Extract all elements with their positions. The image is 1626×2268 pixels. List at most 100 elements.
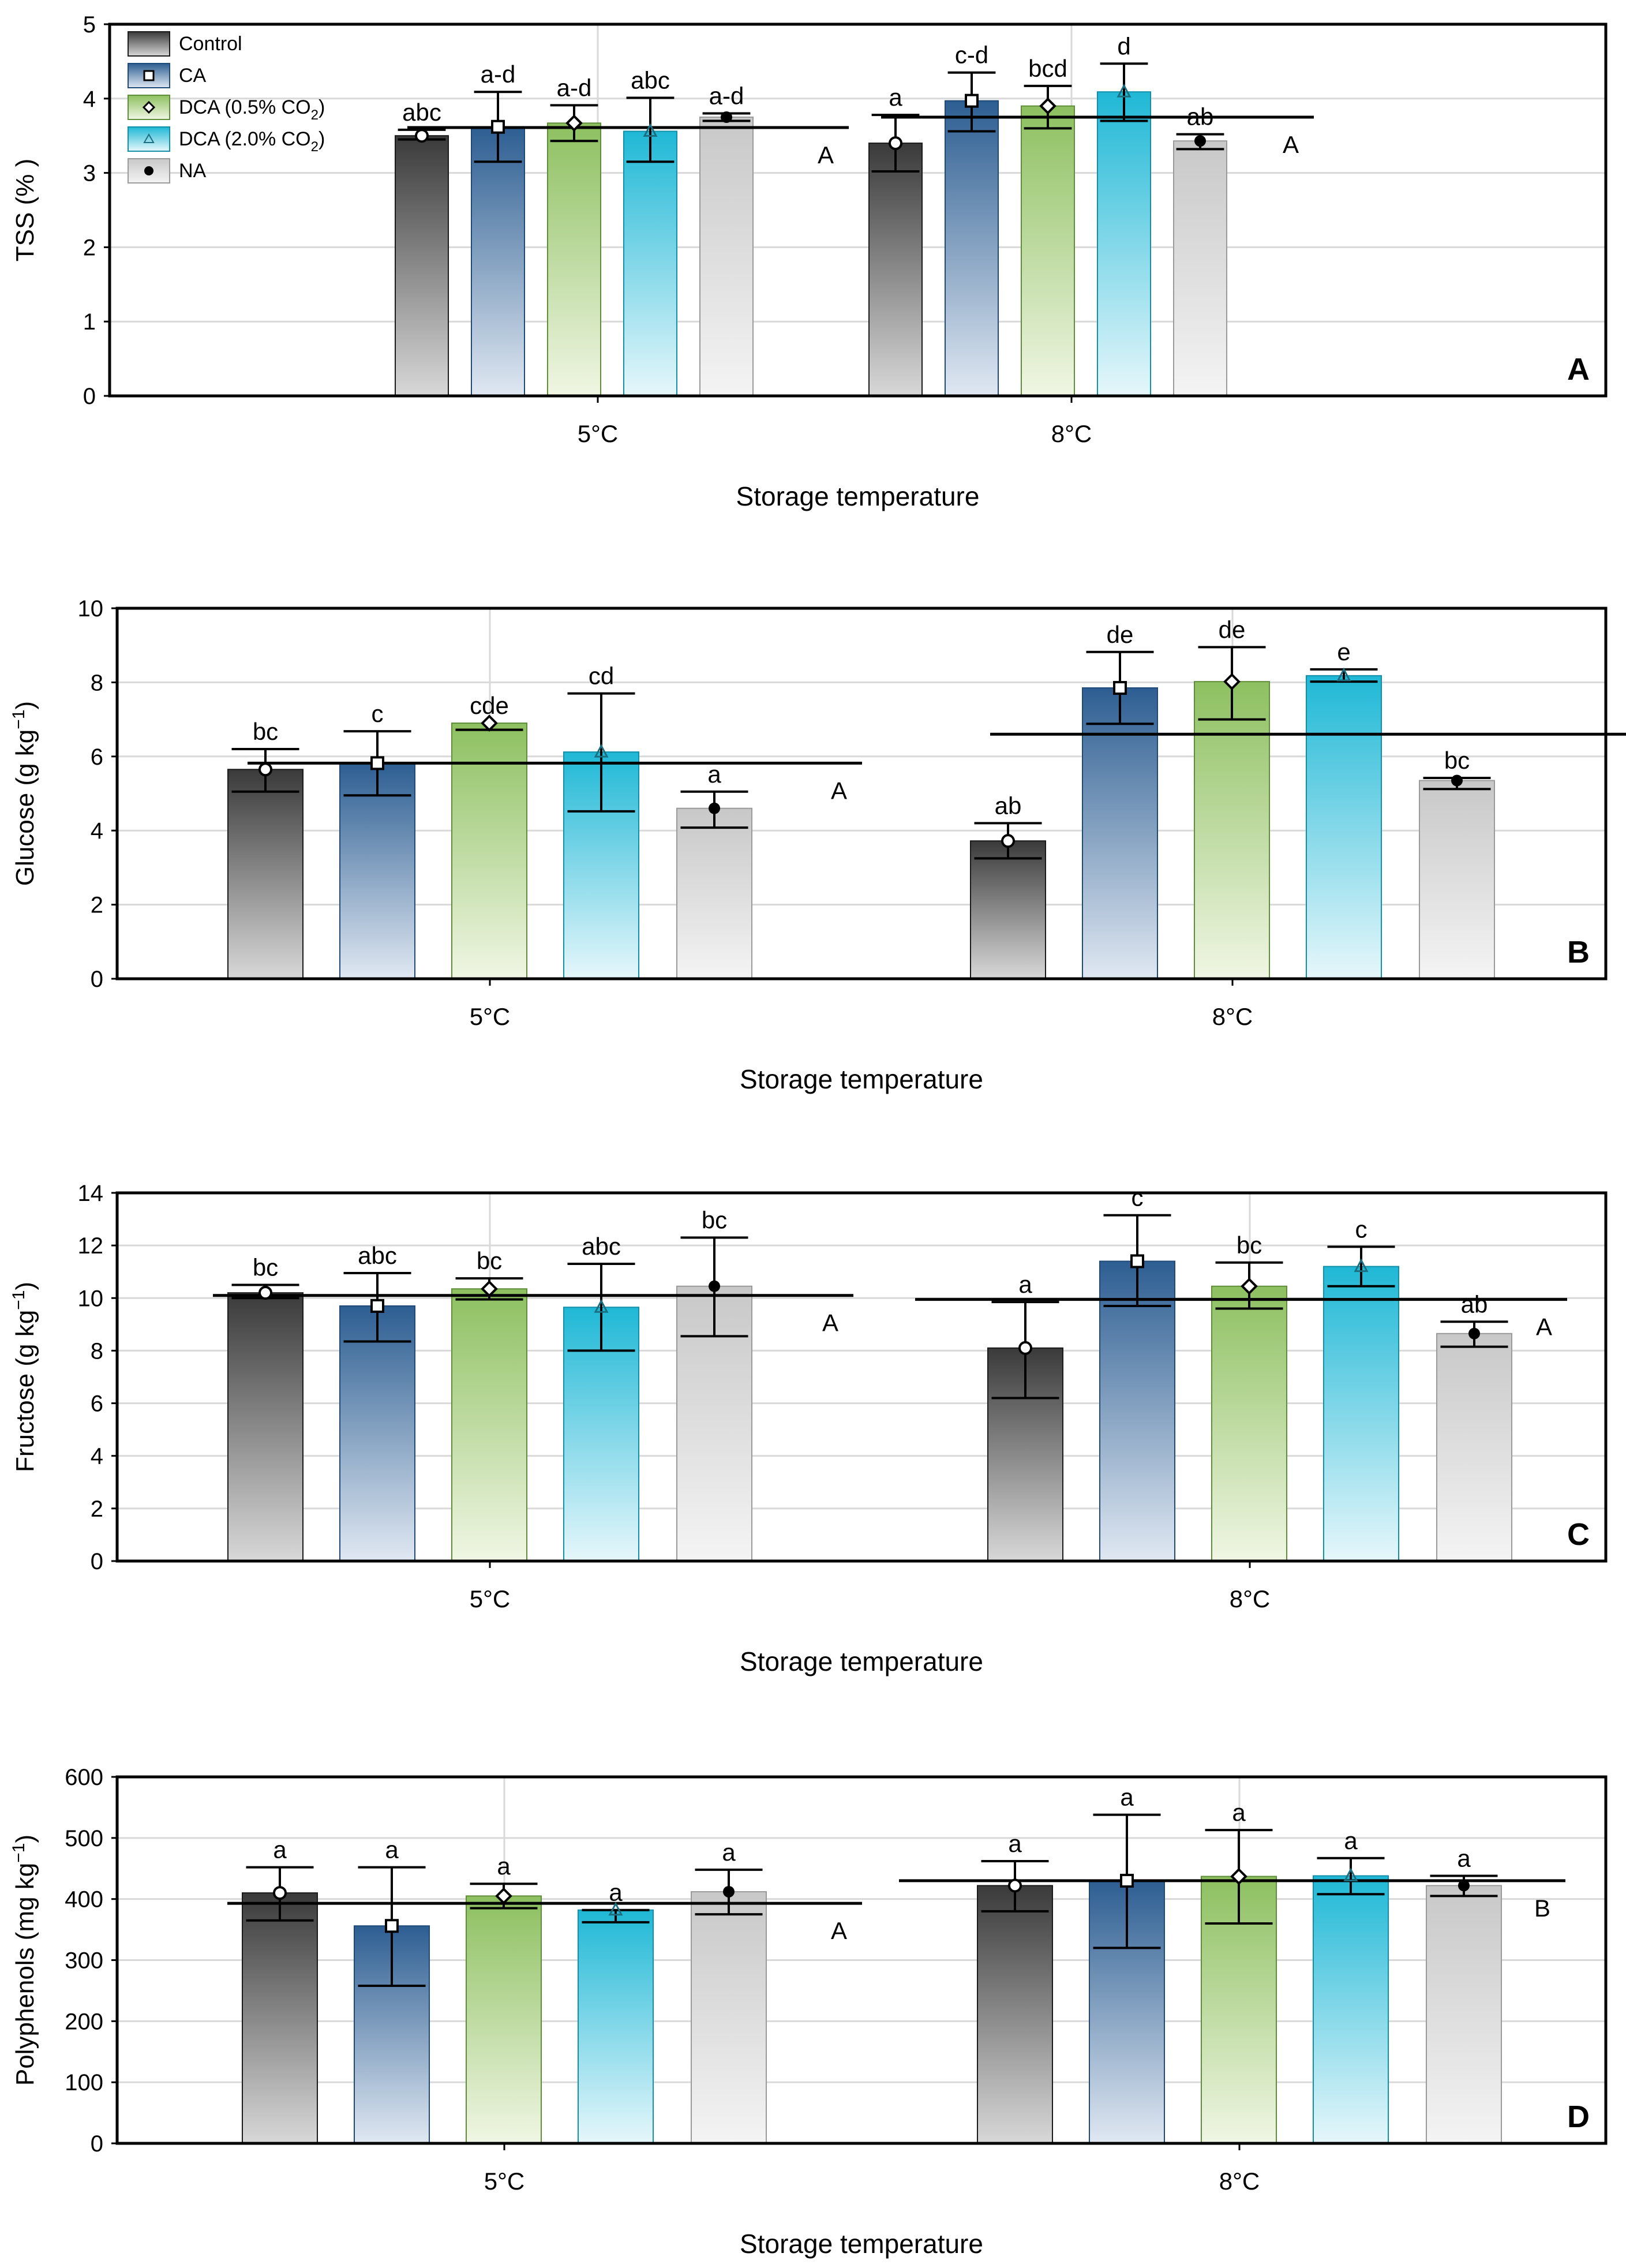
y-tick-label: 8 <box>91 670 103 695</box>
y-tick-label: 200 <box>65 2009 103 2034</box>
significance-letter: a <box>1018 1271 1032 1298</box>
y-tick-label: 0 <box>91 1549 103 1574</box>
group-letter: A <box>1283 131 1299 158</box>
y-axis-title: Fructose (g kg−1) <box>9 1282 39 1472</box>
y-tick-label: 500 <box>65 1826 103 1851</box>
bar <box>1419 780 1495 980</box>
significance-letter: cde <box>470 692 509 719</box>
mean-marker <box>643 123 658 137</box>
bar <box>471 126 525 397</box>
significance-letter: bc <box>477 1247 502 1274</box>
significance-letter: bc <box>253 1254 278 1281</box>
bar <box>466 1895 542 2144</box>
y-tick-label: 14 <box>78 1181 104 1206</box>
bar <box>395 135 449 396</box>
mean-marker <box>491 119 505 134</box>
bar <box>451 1288 527 1562</box>
significance-letter: c <box>1132 1184 1144 1211</box>
y-tick-label: 3 <box>83 161 96 186</box>
mean-marker <box>965 93 979 108</box>
y-tick-label: 4 <box>83 87 96 112</box>
significance-letter: de <box>1219 616 1246 643</box>
y-axis-title: TSS (% ) <box>11 159 39 261</box>
bar <box>1426 1885 1502 2144</box>
mean-marker <box>370 756 384 770</box>
y-tick-label: 0 <box>91 967 103 992</box>
significance-letter: a <box>273 1836 287 1863</box>
legend-label: NA <box>179 160 207 182</box>
significance-letter: ab <box>1187 103 1214 130</box>
x-axis-title: Storage temperature <box>740 1064 983 1094</box>
plot-frame <box>115 1191 1608 1563</box>
group-letter: A <box>822 1309 838 1337</box>
mean-marker <box>1468 1327 1480 1339</box>
x-tick-label: 5°C <box>470 1003 511 1030</box>
significance-letter: a <box>707 761 721 788</box>
y-axis-title: Glucose (g kg−1) <box>9 701 39 886</box>
significance-letter: c-d <box>955 42 988 69</box>
plot-frame <box>108 23 1608 398</box>
significance-letter: abc <box>582 1233 621 1260</box>
legend-marker <box>144 166 153 175</box>
y-tick-label: 0 <box>91 2131 103 2157</box>
mean-marker <box>258 1286 272 1300</box>
mean-marker <box>1194 135 1206 147</box>
y-tick-label: 1 <box>83 309 96 335</box>
bar <box>970 840 1046 980</box>
y-tick-label: 6 <box>91 1391 103 1417</box>
mean-marker <box>889 136 902 151</box>
panel-label: C <box>1567 1517 1590 1552</box>
legend-label: CA <box>179 65 207 87</box>
significance-letter: abc <box>402 99 441 126</box>
mean-marker <box>415 129 429 143</box>
bar <box>868 143 923 397</box>
mean-marker <box>709 1280 720 1292</box>
mean-marker <box>1117 83 1132 98</box>
bar <box>451 723 527 980</box>
mean-marker <box>709 802 720 814</box>
legend-marker <box>143 70 155 81</box>
legend-swatch <box>128 31 170 57</box>
group-letter: B <box>1534 1895 1550 1922</box>
significance-letter: bc <box>702 1206 727 1233</box>
bar <box>676 807 752 980</box>
significance-letter: bc <box>1237 1232 1262 1259</box>
y-tick-label: 6 <box>91 744 103 770</box>
x-tick-label: 5°C <box>470 1585 511 1612</box>
significance-letter: de <box>1107 621 1134 648</box>
legend-label: DCA (2.0% CO2) <box>179 128 325 155</box>
bar <box>339 1305 415 1562</box>
significance-letter: ab <box>995 792 1022 819</box>
mean-marker <box>1354 1258 1369 1273</box>
significance-letter: a <box>1457 1844 1471 1872</box>
x-axis-title: Storage temperature <box>736 481 980 511</box>
y-tick-label: 4 <box>91 818 103 844</box>
x-axis-title: Storage temperature <box>740 2229 983 2259</box>
mean-marker <box>1008 1878 1022 1893</box>
bar <box>1082 687 1158 980</box>
y-tick-label: 2 <box>83 235 96 260</box>
mean-marker <box>1223 673 1241 690</box>
significance-letter: a-d <box>557 74 592 101</box>
mean-marker <box>385 1919 399 1933</box>
bar <box>691 1891 767 2144</box>
panel-label: D <box>1567 2099 1590 2134</box>
x-tick-label: 5°C <box>484 2168 525 2195</box>
bar <box>1021 105 1075 396</box>
significance-letter: a <box>1344 1827 1358 1854</box>
mean-marker <box>1241 1277 1258 1295</box>
mean-marker <box>273 1886 287 1900</box>
y-tick-label: 600 <box>65 1765 103 1790</box>
x-tick-label: 8°C <box>1212 1003 1253 1030</box>
mean-marker <box>1343 1867 1358 1881</box>
x-tick-label: 8°C <box>1230 1585 1271 1612</box>
bar <box>1313 1875 1389 2144</box>
legend-label: DCA (0.5% CO2) <box>179 96 325 123</box>
significance-letter: a-d <box>709 83 744 110</box>
y-tick-label: 300 <box>65 1948 103 1974</box>
bar <box>945 100 999 396</box>
bar <box>1173 140 1227 396</box>
bar <box>1097 91 1151 396</box>
mean-marker <box>1336 667 1351 682</box>
